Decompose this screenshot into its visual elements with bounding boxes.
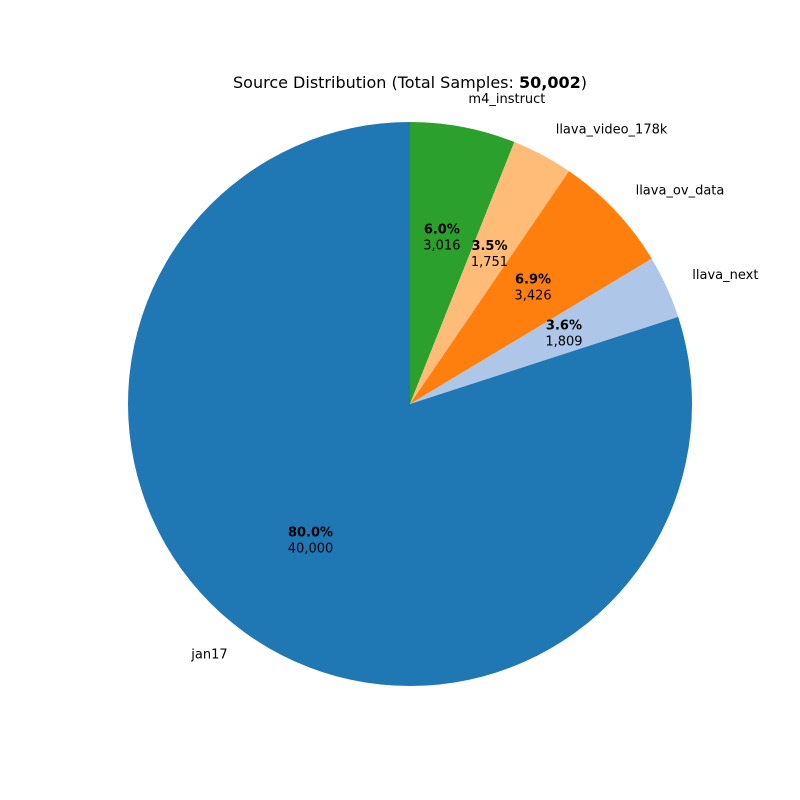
- chart-title: Source Distribution (Total Samples: 50,0…: [233, 73, 587, 92]
- chart-title-prefix: Source Distribution (Total Samples:: [233, 73, 519, 92]
- pie-slice-jan17: [128, 122, 693, 686]
- slice-percent-llava_ov_data: 6.9%: [515, 272, 551, 287]
- slice-label-llava_video_178k: llava_video_178k: [556, 123, 668, 138]
- chart-title-total: 50,002: [519, 73, 581, 92]
- slice-percent-llava_next: 3.6%: [546, 318, 582, 333]
- pie-slice-m4_instruct: [410, 122, 515, 404]
- slice-percent-m4_instruct: 6.0%: [424, 222, 460, 237]
- slice-label-jan17: jan17: [190, 647, 227, 662]
- slice-label-m4_instruct: m4_instruct: [468, 92, 545, 107]
- pie-slice-llava_next: [410, 258, 679, 404]
- pie-slice-llava_video_178k: [410, 142, 569, 405]
- slice-count-jan17: 40,000: [288, 541, 334, 556]
- slice-count-llava_ov_data: 3,426: [514, 288, 551, 303]
- pie-slice-llava_ov_data: [410, 171, 652, 404]
- slice-percent-llava_video_178k: 3.5%: [471, 239, 507, 254]
- slice-label-llava_ov_data: llava_ov_data: [636, 184, 725, 199]
- slice-label-llava_next: llava_next: [692, 268, 758, 283]
- slice-percent-jan17: 80.0%: [288, 525, 333, 540]
- chart-title-suffix: ): [581, 73, 587, 92]
- pie-labels: m4_instruct 6.0%3,016 llava_video_178k 3.5%…: [190, 92, 758, 663]
- slice-count-llava_next: 1,809: [545, 334, 582, 349]
- slice-count-llava_video_178k: 1,751: [471, 255, 508, 270]
- pie-slices: [128, 122, 693, 686]
- slice-count-m4_instruct: 3,016: [423, 238, 460, 253]
